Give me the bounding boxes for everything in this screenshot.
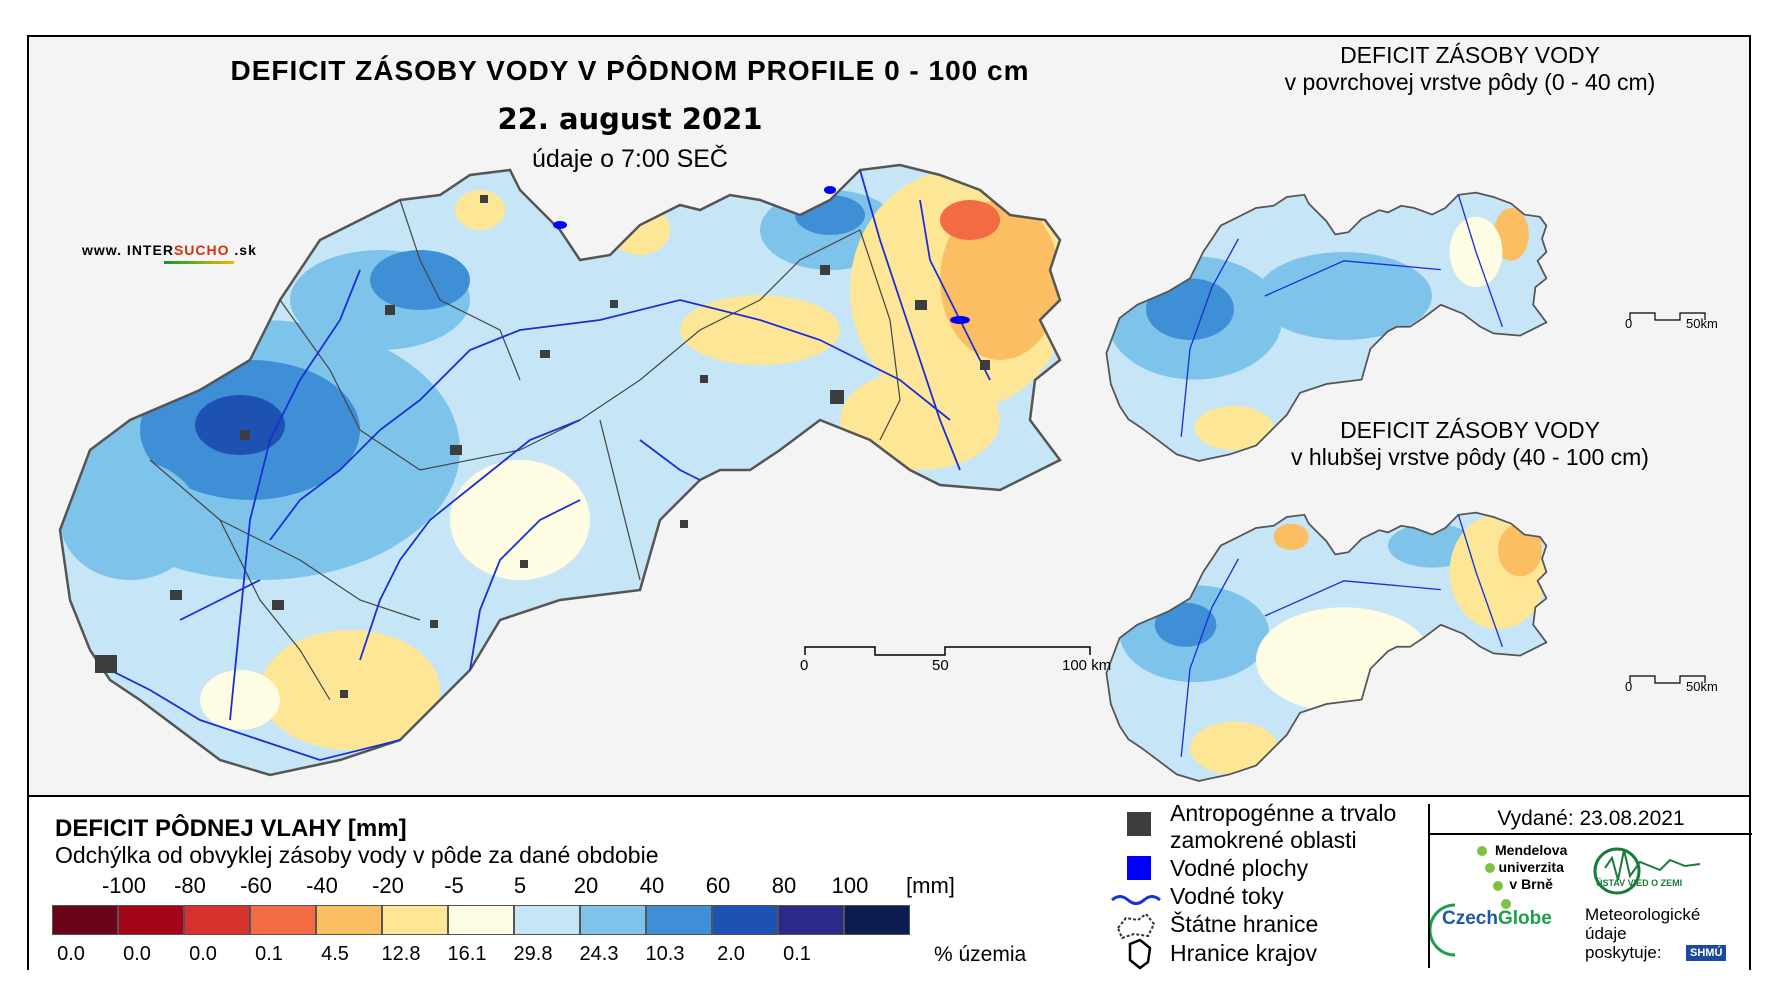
website-brand: SUCHO	[173, 242, 230, 258]
uvz-logo-icon	[1593, 847, 1701, 895]
inset-bottom-scale-0: 0	[1625, 679, 1633, 694]
legend-panel	[29, 795, 1749, 970]
legend-swatch	[52, 905, 118, 935]
inset-top-scale-0: 0	[1625, 316, 1633, 331]
legend-swatch	[250, 905, 316, 935]
inset-scalebar-bottom	[1629, 675, 1706, 684]
map-title: DEFICIT ZÁSOBY VODY V PÔDNOM PROFILE 0 -…	[230, 55, 1030, 86]
inset-bottom-title-line2: v hlubšej vrstve pôdy (40 - 100 cm)	[1291, 444, 1649, 470]
legend-percent-value: 0.0	[123, 943, 151, 965]
legend-percent-value: 2.0	[717, 943, 745, 965]
legend-swatch	[118, 905, 184, 935]
czechglobe-b: Globe	[1497, 908, 1552, 929]
mendel-logo-icon	[1477, 846, 1511, 909]
legend-swatch	[712, 905, 778, 935]
legend-percent-value: 29.8	[513, 943, 553, 965]
mendel-line-3: v Brně	[1509, 876, 1553, 892]
map-time: údaje o 7:00 SEČ	[532, 145, 728, 173]
legend-swatch	[514, 905, 580, 935]
legend-percent-value: 24.3	[579, 943, 619, 965]
inset-map-bottom	[1105, 511, 1548, 782]
river-symbol-icon	[1111, 895, 1161, 905]
legend-unit: [mm]	[906, 873, 955, 898]
legend-percent-value: 12.8	[381, 943, 421, 965]
legend-swatch	[316, 905, 382, 935]
czechglobe-logo: CzechGlobe	[1442, 908, 1552, 930]
legend-bound-label: 60	[705, 873, 731, 898]
inset-bottom-title-line1: DEFICIT ZÁSOBY VODY	[1340, 417, 1600, 443]
legend-percent-value: 10.3	[645, 943, 685, 965]
scale-label-100: 100 km	[1062, 657, 1112, 674]
legend-bound-label: -40	[306, 873, 338, 898]
website-prefix: www. INTER	[82, 242, 174, 258]
map-date: 22. august 2021	[497, 102, 763, 136]
intersucho-website: www. INTERSUCHO .sk	[82, 242, 257, 258]
legend-percent-value: 4.5	[321, 943, 349, 965]
legend-bound-label: 40	[639, 873, 665, 898]
inset-top-title-line2: v povrchovej vrstve pôdy (0 - 40 cm)	[1284, 69, 1656, 95]
meteo-credit: Meteorologické údaje poskytuje:	[1585, 905, 1700, 962]
meteo-line-3: poskytuje:	[1585, 943, 1662, 962]
inset-top-title: DEFICIT ZÁSOBY VODY v povrchovej vrstve …	[1250, 42, 1690, 96]
water-body-label: Vodné plochy	[1170, 855, 1309, 881]
inset-scalebar-top	[1629, 312, 1706, 321]
state-border-label: Štátne hranice	[1170, 911, 1319, 937]
legend-bound-label: -60	[240, 873, 272, 898]
state-border-icon	[1116, 912, 1156, 940]
meteo-line-2: údaje	[1585, 924, 1627, 943]
legend-percent-value: 0.0	[189, 943, 217, 965]
region-border-label: Hranice krajov	[1170, 940, 1317, 966]
legend-bound-label: 100	[831, 873, 869, 898]
legend-percent-value: 16.1	[447, 943, 487, 965]
legend-bound-label: 5	[513, 873, 527, 898]
legend-subtitle: Odchýlka od obvyklej zásoby vody v pôde …	[55, 842, 659, 868]
legend-title: DEFICIT PÔDNEJ VLAHY [mm]	[55, 815, 407, 842]
legend-swatch	[646, 905, 712, 935]
anthropogenic-area-icon	[1127, 812, 1151, 836]
region-border-icon	[1128, 938, 1152, 970]
mendel-university-logo: Mendelova univerzita v Brně	[1495, 842, 1567, 893]
water-body-icon	[1127, 856, 1151, 880]
legend-swatch	[448, 905, 514, 935]
shmu-logo: SHMÚ	[1686, 945, 1727, 961]
legend-bound-label: -80	[174, 873, 206, 898]
scale-label-50: 50	[932, 657, 949, 674]
legend-percent-value: 0.1	[783, 943, 811, 965]
meteo-line-1: Meteorologické	[1585, 905, 1701, 924]
uvz-logo-text: ÚSTAV VIED O ZEMI	[1596, 878, 1683, 888]
main-scalebar	[804, 646, 1091, 656]
mendel-line-1: Mendelova	[1495, 842, 1568, 858]
legend-percent-label: % územia	[934, 943, 1027, 966]
legend-swatch	[778, 905, 844, 935]
inset-top-title-line1: DEFICIT ZÁSOBY VODY	[1340, 42, 1600, 68]
legend-bound-label: -20	[372, 873, 404, 898]
inset-top-scale-50: 50km	[1686, 316, 1718, 331]
legend-bound-label: -100	[101, 873, 147, 898]
legend-swatch	[580, 905, 646, 935]
river-label: Vodné toky	[1170, 883, 1284, 909]
inset-bottom-title: DEFICIT ZÁSOBY VODY v hlubšej vrstve pôd…	[1250, 417, 1690, 471]
legend-percent-value: 0.0	[57, 943, 85, 965]
logos-box	[1428, 833, 1752, 968]
mendel-line-2: univerzita	[1498, 859, 1564, 875]
legend-percent-value: 0.1	[255, 943, 283, 965]
legend-bound-label: 80	[771, 873, 797, 898]
website-suffix: .sk	[229, 242, 257, 258]
legend-swatch	[184, 905, 250, 935]
legend-swatch	[844, 905, 910, 935]
anthropogenic-label-2: zamokrené oblasti	[1170, 827, 1357, 853]
anthropogenic-label-1: Antropogénne a trvalo	[1170, 800, 1397, 826]
inset-bottom-scale-50: 50km	[1686, 679, 1718, 694]
scale-label-0: 0	[800, 657, 809, 674]
intersucho-underline	[164, 261, 234, 264]
legend-bound-label: -5	[444, 873, 464, 898]
czechglobe-a: Czech	[1442, 908, 1498, 929]
legend-bound-label: 20	[573, 873, 599, 898]
legend-swatch	[382, 905, 448, 935]
czechglobe-logo-icon	[1428, 903, 1456, 957]
issued-date: Vydané: 23.08.2021	[1428, 804, 1752, 835]
